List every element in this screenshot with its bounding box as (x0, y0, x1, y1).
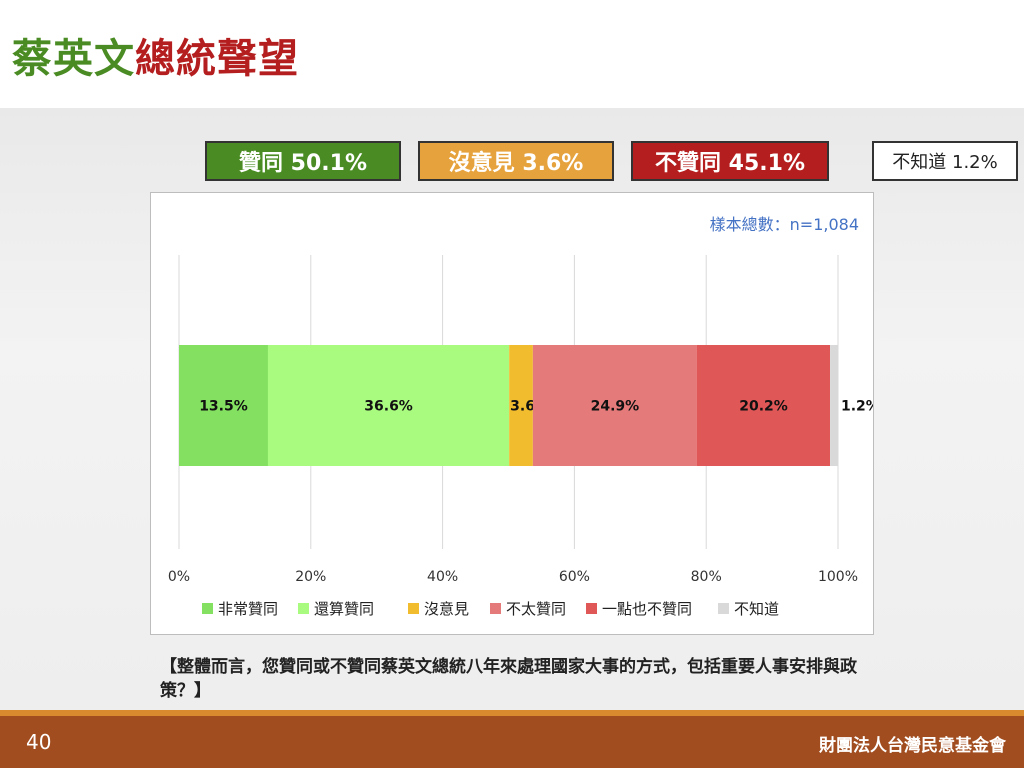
page-number: 40 (26, 730, 52, 754)
x-tick-label: 100% (818, 569, 858, 585)
stacked-bar-chart: 樣本總數：n=1,084 0% 20% 40% 60% 80% 100% 13.5% 36.6%… (168, 215, 873, 618)
legend-label: 非常贊同 (218, 600, 278, 618)
slide-title-topic: 總統聲望 (135, 36, 299, 82)
data-label: 1.2% (841, 399, 873, 415)
x-tick-label: 0% (168, 569, 190, 585)
data-label: 24.9% (591, 399, 640, 415)
legend-label: 不知道 (734, 600, 779, 618)
summary-disapprove-box: 不贊同 45.1% (631, 141, 829, 181)
organization-name: 財團法人台灣民意基金會 (819, 736, 1006, 756)
legend-label: 還算贊同 (314, 600, 374, 618)
legend-label: 不太贊同 (506, 600, 566, 618)
legend-swatch (490, 603, 501, 614)
x-tick-label: 20% (295, 569, 326, 585)
legend-swatch (408, 603, 419, 614)
summary-approve-box: 贊同 50.1% (205, 141, 401, 181)
summary-no-opinion-box: 沒意見 3.6% (418, 141, 614, 181)
legend-label: 一點也不贊同 (602, 600, 692, 618)
legend-swatch (718, 603, 729, 614)
summary-unknown-label: 不知道 1.2% (892, 152, 998, 173)
legend-swatch (298, 603, 309, 614)
bar-segment (509, 345, 533, 466)
survey-question: 【整體而言，您贊同或不贊同蔡英文總統八年來處理國家大事的方式，包括重要人事安排與… (160, 657, 857, 701)
data-label: 20.2% (739, 399, 788, 415)
data-label: 13.5% (199, 399, 248, 415)
bar-segment (830, 345, 838, 466)
sample-size-note: 樣本總數：n=1,084 (710, 215, 859, 234)
bar-segment (532, 345, 697, 466)
summary-no-opinion-label: 沒意見 3.6% (448, 151, 584, 176)
x-tick-label: 40% (427, 569, 458, 585)
bar-segment (696, 345, 831, 466)
summary-disapprove-label: 不贊同 45.1% (655, 151, 805, 176)
bar-segment (179, 345, 268, 466)
legend-swatch (202, 603, 213, 614)
slide-title: 蔡英文總統聲望 (12, 26, 299, 84)
title-area: 蔡英文總統聲望 (0, 0, 1024, 108)
summary-unknown-box: 不知道 1.2% (872, 141, 1018, 181)
footer-accent-line (0, 710, 1024, 716)
slide-title-name: 蔡英文 (12, 36, 135, 82)
data-label: 36.6% (364, 399, 413, 415)
x-tick-label: 80% (691, 569, 722, 585)
chart-panel: 樣本總數：n=1,084 0% 20% 40% 60% 80% 100% 13.5% 36.6%… (150, 192, 874, 635)
summary-approve-label: 贊同 50.1% (239, 151, 367, 176)
footer-bar: 40 財團法人台灣民意基金會 (0, 716, 1024, 768)
legend-label: 沒意見 (424, 600, 469, 618)
x-tick-label: 60% (559, 569, 590, 585)
legend-swatch (586, 603, 597, 614)
bar-segment (267, 345, 510, 466)
